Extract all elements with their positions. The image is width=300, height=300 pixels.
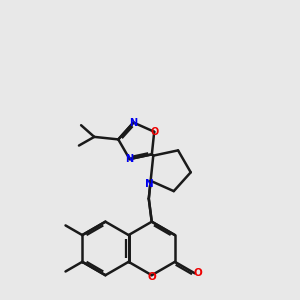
Text: O: O bbox=[147, 272, 156, 282]
Text: O: O bbox=[194, 268, 203, 278]
Text: N: N bbox=[129, 118, 137, 128]
Text: N: N bbox=[126, 154, 134, 164]
Text: O: O bbox=[150, 127, 158, 137]
Text: N: N bbox=[145, 179, 154, 189]
